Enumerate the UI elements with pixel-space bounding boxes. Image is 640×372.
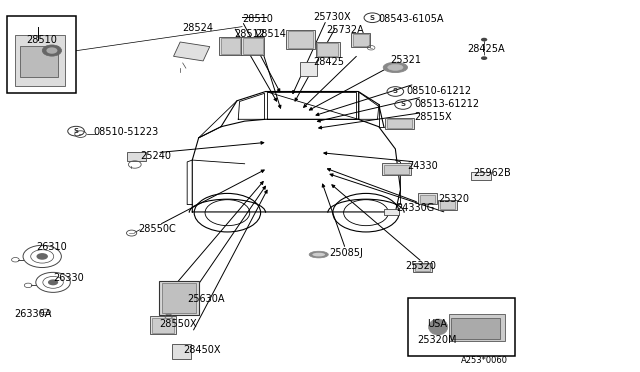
Ellipse shape	[388, 64, 403, 70]
Bar	[289, 32, 314, 48]
Bar	[172, 343, 191, 359]
Text: 08513-61212: 08513-61212	[415, 99, 479, 109]
Text: 28450X: 28450X	[183, 345, 221, 355]
Bar	[20, 45, 58, 77]
Bar	[300, 62, 317, 76]
Bar	[221, 38, 240, 54]
Bar	[451, 318, 500, 339]
Bar	[449, 314, 505, 341]
Bar	[15, 35, 65, 86]
Bar	[420, 195, 435, 203]
Text: 25730X: 25730X	[314, 12, 351, 22]
Bar	[351, 33, 371, 46]
Text: 25085J: 25085J	[330, 248, 364, 258]
Text: A253*0060: A253*0060	[461, 356, 508, 365]
Bar	[387, 119, 412, 128]
Text: 28514: 28514	[255, 29, 285, 39]
Text: 26330: 26330	[54, 273, 84, 283]
Bar	[152, 318, 173, 333]
Circle shape	[46, 47, 58, 54]
Text: S: S	[401, 102, 406, 108]
Circle shape	[36, 253, 48, 260]
Text: 28512: 28512	[234, 29, 265, 39]
Text: 08543-6105A: 08543-6105A	[379, 14, 444, 24]
Bar	[159, 281, 198, 315]
Bar	[162, 283, 196, 313]
Bar	[385, 118, 414, 129]
Text: 28510: 28510	[242, 14, 273, 24]
Ellipse shape	[383, 62, 408, 73]
Bar	[384, 164, 409, 174]
Text: 28425: 28425	[314, 57, 344, 67]
Bar	[415, 264, 430, 271]
Circle shape	[48, 279, 58, 285]
Bar	[243, 38, 262, 54]
Ellipse shape	[429, 319, 448, 335]
Text: 28515X: 28515X	[415, 112, 452, 122]
Bar	[219, 37, 242, 55]
Text: 24330: 24330	[407, 161, 438, 171]
Text: 25320: 25320	[405, 261, 436, 271]
Bar	[413, 263, 432, 272]
Text: 25732A: 25732A	[326, 25, 364, 35]
Bar	[385, 209, 399, 215]
Bar	[408, 298, 515, 356]
Bar	[7, 16, 76, 93]
Bar	[440, 201, 456, 209]
Text: 28550X: 28550X	[159, 319, 196, 329]
Circle shape	[42, 45, 61, 56]
Text: 08510-51223: 08510-51223	[93, 127, 159, 137]
Text: 26330A: 26330A	[15, 309, 52, 319]
Bar	[382, 163, 411, 175]
Text: S: S	[74, 128, 79, 134]
Text: S: S	[370, 15, 375, 21]
Bar	[173, 42, 210, 61]
Text: 25321: 25321	[390, 55, 421, 65]
Text: 25240: 25240	[140, 151, 171, 161]
Bar	[287, 31, 316, 49]
Text: 25320M: 25320M	[418, 335, 457, 345]
Text: 28510: 28510	[26, 35, 57, 45]
Bar	[418, 193, 437, 204]
Bar	[241, 37, 264, 55]
Bar	[353, 34, 369, 45]
Text: USA: USA	[428, 319, 447, 329]
Text: 24330G: 24330G	[397, 203, 435, 213]
Text: S: S	[393, 89, 398, 94]
Text: 08510-61212: 08510-61212	[406, 87, 471, 96]
Text: 26310: 26310	[36, 242, 67, 252]
Bar	[150, 317, 175, 334]
Bar	[438, 200, 458, 211]
Text: 25320: 25320	[438, 194, 469, 204]
Bar	[317, 43, 338, 56]
Text: 28550C: 28550C	[138, 224, 176, 234]
Ellipse shape	[309, 251, 328, 258]
Bar	[127, 151, 147, 161]
Ellipse shape	[312, 253, 325, 256]
Text: 25630A: 25630A	[187, 294, 225, 304]
Bar	[316, 42, 340, 57]
Text: 25962B: 25962B	[473, 168, 511, 178]
Circle shape	[481, 56, 487, 60]
Text: 28425A: 28425A	[467, 44, 504, 54]
Bar	[471, 171, 490, 180]
Text: 28524: 28524	[182, 23, 214, 33]
Circle shape	[481, 38, 487, 41]
